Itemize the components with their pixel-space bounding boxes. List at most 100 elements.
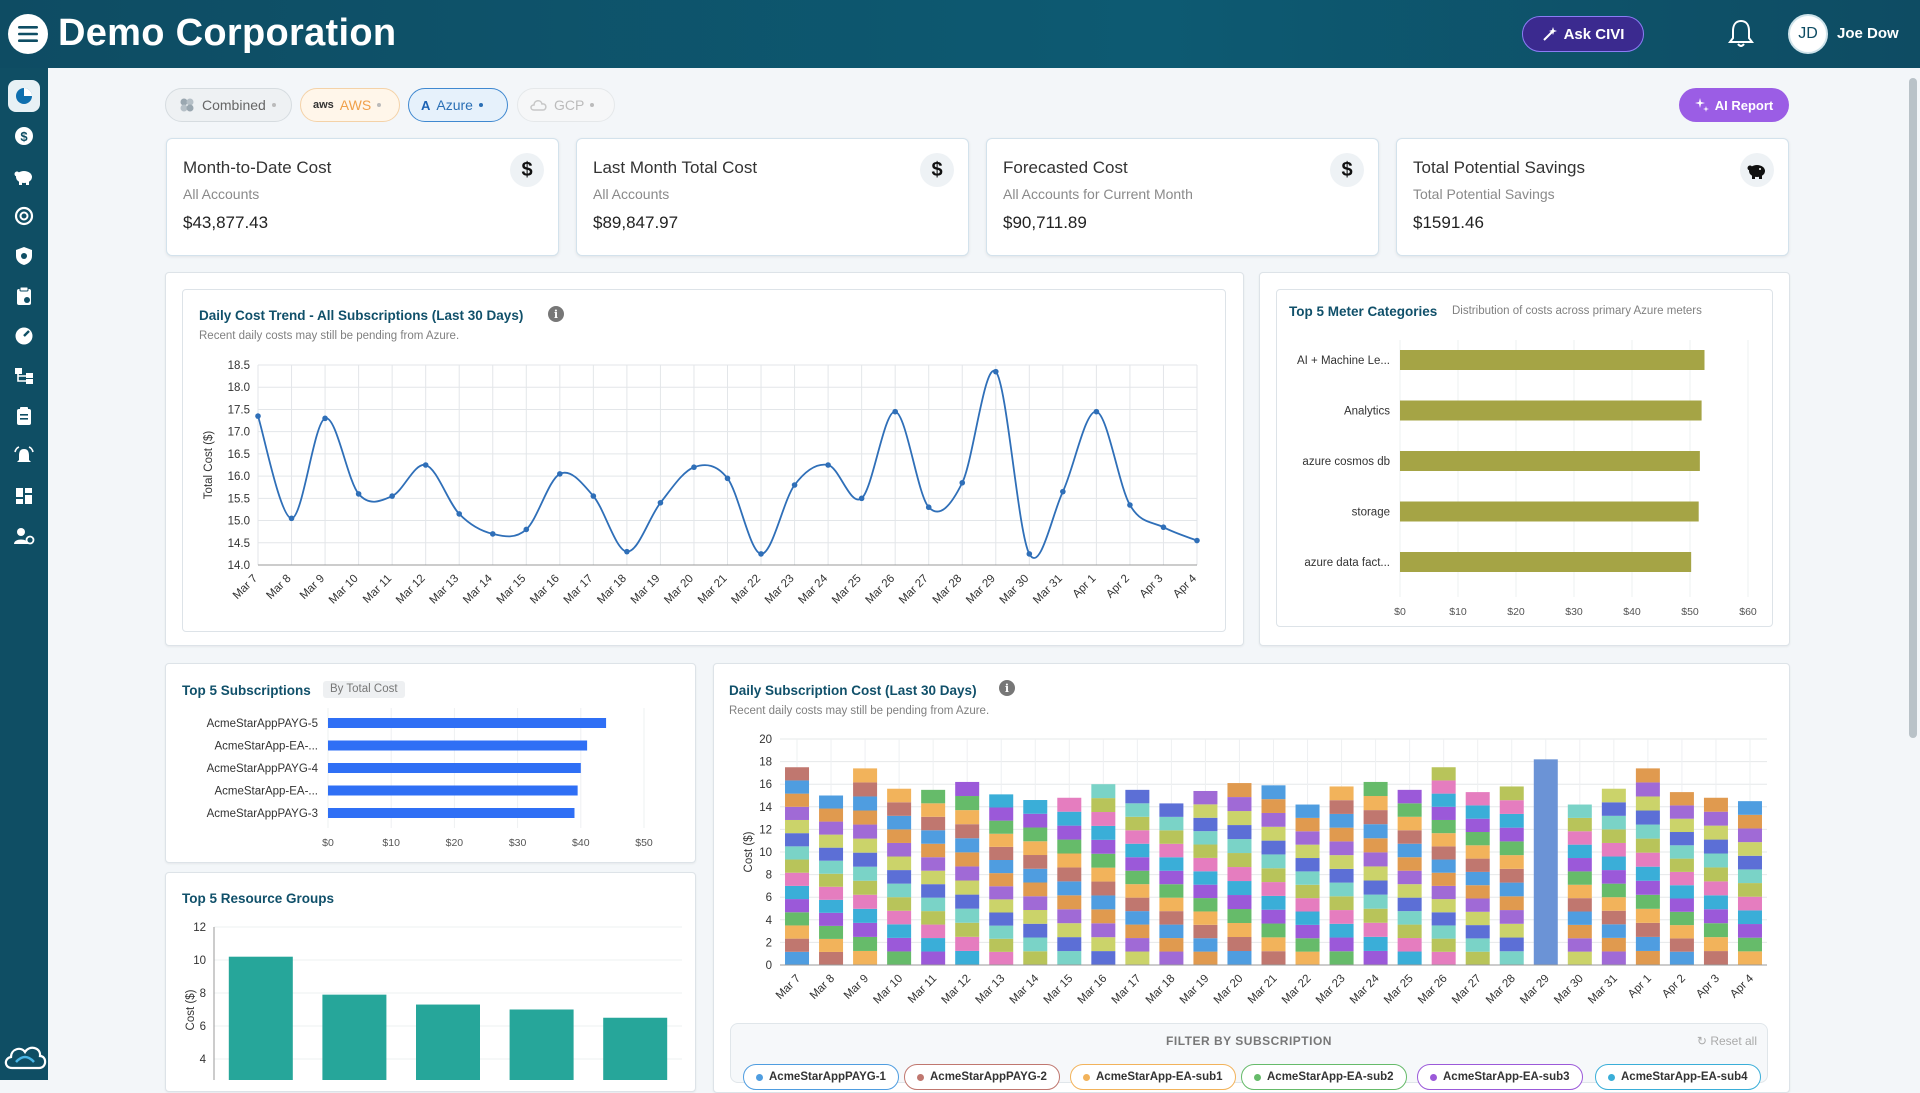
provider-chip-azure[interactable]: A Azure (408, 88, 508, 122)
x-tick-label: Mar 15 (1042, 973, 1076, 1007)
y-tick-label: 8 (766, 870, 772, 882)
stack-segment (1567, 898, 1592, 912)
ai-report-button[interactable]: AI Report (1679, 88, 1789, 122)
stack-segment (1499, 868, 1524, 883)
meter-categories-chart: $0 $10 $20 $30 $40 $50 $60 AI + Machine Le... An… (1297, 340, 1757, 615)
user-settings-icon[interactable] (8, 520, 40, 552)
azure-logo: A (421, 97, 431, 113)
reset-icon: ↻ (1696, 1034, 1711, 1048)
stack-segment (1397, 870, 1422, 885)
menu-icon[interactable] (8, 14, 48, 54)
alarm-icon[interactable] (8, 440, 40, 472)
stack-segment (1023, 937, 1048, 952)
data-point (557, 471, 563, 477)
color-dot (1254, 1073, 1261, 1081)
x-tick-label: Mar 8 (808, 973, 837, 1002)
x-tick-label: $20 (446, 837, 464, 849)
provider-chip-combined[interactable]: Combined (165, 88, 292, 122)
info-icon[interactable]: i (548, 306, 564, 322)
status-dot (590, 103, 595, 107)
x-tick-label: Mar 11 (361, 573, 394, 606)
stack-segment (1601, 802, 1626, 816)
stack-segment (1363, 824, 1388, 839)
stack-segment (1329, 910, 1354, 924)
stack-segment (1567, 884, 1592, 899)
stack-segment (1363, 936, 1388, 951)
x-tick-label: $10 (382, 837, 400, 849)
stack-segment (1227, 895, 1252, 910)
dashboard-icon[interactable] (8, 80, 40, 112)
stack-segment (1091, 825, 1116, 840)
stack-segment (1261, 840, 1286, 855)
username[interactable]: Joe Dow (1837, 25, 1899, 42)
stack-segment (1295, 844, 1320, 859)
reset-all-button[interactable]: ↻ Reset all (1697, 1034, 1757, 1048)
stack-segment (1159, 911, 1184, 925)
ask-civi-button[interactable]: Ask CIVI (1522, 16, 1644, 52)
info-icon[interactable]: i (999, 680, 1015, 696)
daily-cost-trend-card (182, 289, 1226, 632)
stack-segment (955, 866, 980, 881)
svg-text:$: $ (20, 129, 28, 144)
x-tick-label: $30 (509, 837, 527, 849)
data-point (422, 462, 429, 468)
trend-subtitle: Recent daily costs may still be pending … (199, 330, 460, 342)
stack-segment (1635, 908, 1660, 923)
y-axis-label: Total Cost ($) (203, 431, 215, 500)
x-tick-label: Mar 10 (327, 573, 361, 607)
status-dot (377, 103, 382, 107)
resource-groups-chart: 24681012Cost ($) (185, 922, 682, 1080)
stack-segment (1227, 811, 1252, 826)
target-icon[interactable] (8, 200, 40, 232)
x-tick-label: Apr 4 (1171, 572, 1199, 600)
piggy-bank-icon[interactable] (8, 160, 40, 192)
stack-segment (1227, 839, 1252, 854)
stack-segment (1567, 804, 1592, 818)
stack-segment (1397, 924, 1422, 939)
scrollbar-thumb[interactable] (1909, 78, 1917, 738)
stack-segment (1193, 817, 1218, 832)
stack-segment (1125, 884, 1150, 898)
trend-line (257, 370, 1198, 559)
stack-segment (1295, 804, 1320, 818)
x-tick-label: Mar 18 (1144, 973, 1178, 1007)
dollar-icon[interactable]: $ (8, 120, 40, 152)
stack-segment (1737, 951, 1762, 965)
gauge-icon[interactable] (8, 320, 40, 352)
stack-segment (1329, 937, 1354, 952)
subscription-filter-chip[interactable]: AcmeStarApp-EA-sub3 (1417, 1064, 1583, 1090)
provider-chip-aws[interactable]: aws AWS (300, 88, 400, 122)
stack-segment (1193, 924, 1218, 939)
subscription-filter-chip[interactable]: AcmeStarAppPAYG-1 (743, 1064, 899, 1090)
chip-label: AcmeStarApp-EA-sub1 (1096, 1071, 1223, 1083)
subscription-filter-chip[interactable]: AcmeStarApp-EA-sub1 (1070, 1064, 1236, 1090)
stack-segment (1159, 951, 1184, 965)
provider-chip-gcp[interactable]: GCP (517, 88, 615, 122)
shield-icon[interactable] (8, 240, 40, 272)
stack-segment (1227, 909, 1252, 924)
subscription-filter-chip[interactable]: AcmeStarApp-EA-sub4 (1595, 1064, 1761, 1090)
stack-segment (989, 807, 1014, 821)
stack-segment (887, 883, 912, 898)
x-tick-label: Mar 28 (931, 573, 965, 607)
x-tick-label: Apr 1 (1626, 973, 1654, 1001)
stack-segment (785, 912, 810, 926)
grid-icon[interactable] (8, 480, 40, 512)
stack-segment (887, 842, 912, 857)
avatar[interactable]: JD (1788, 14, 1828, 54)
subscription-filter-chip[interactable]: AcmeStarApp-EA-sub2 (1241, 1064, 1407, 1090)
clipboard-icon[interactable] (8, 280, 40, 312)
data-point (1060, 488, 1066, 495)
hierarchy-icon[interactable] (8, 360, 40, 392)
stack-segment (1227, 937, 1252, 952)
x-tick-label: Mar 22 (729, 573, 763, 607)
trend-title: Daily Cost Trend - All Subscriptions (La… (199, 308, 524, 323)
stack-segment (921, 911, 946, 925)
y-tick-label: 20 (759, 734, 772, 746)
report-icon[interactable] (8, 400, 40, 432)
x-tick-label: Mar 25 (830, 573, 864, 607)
stack-segment (1465, 818, 1490, 833)
stack-segment (1669, 832, 1694, 846)
bell-icon[interactable] (1726, 18, 1756, 50)
subscription-filter-chip[interactable]: AcmeStarAppPAYG-2 (904, 1064, 1060, 1090)
